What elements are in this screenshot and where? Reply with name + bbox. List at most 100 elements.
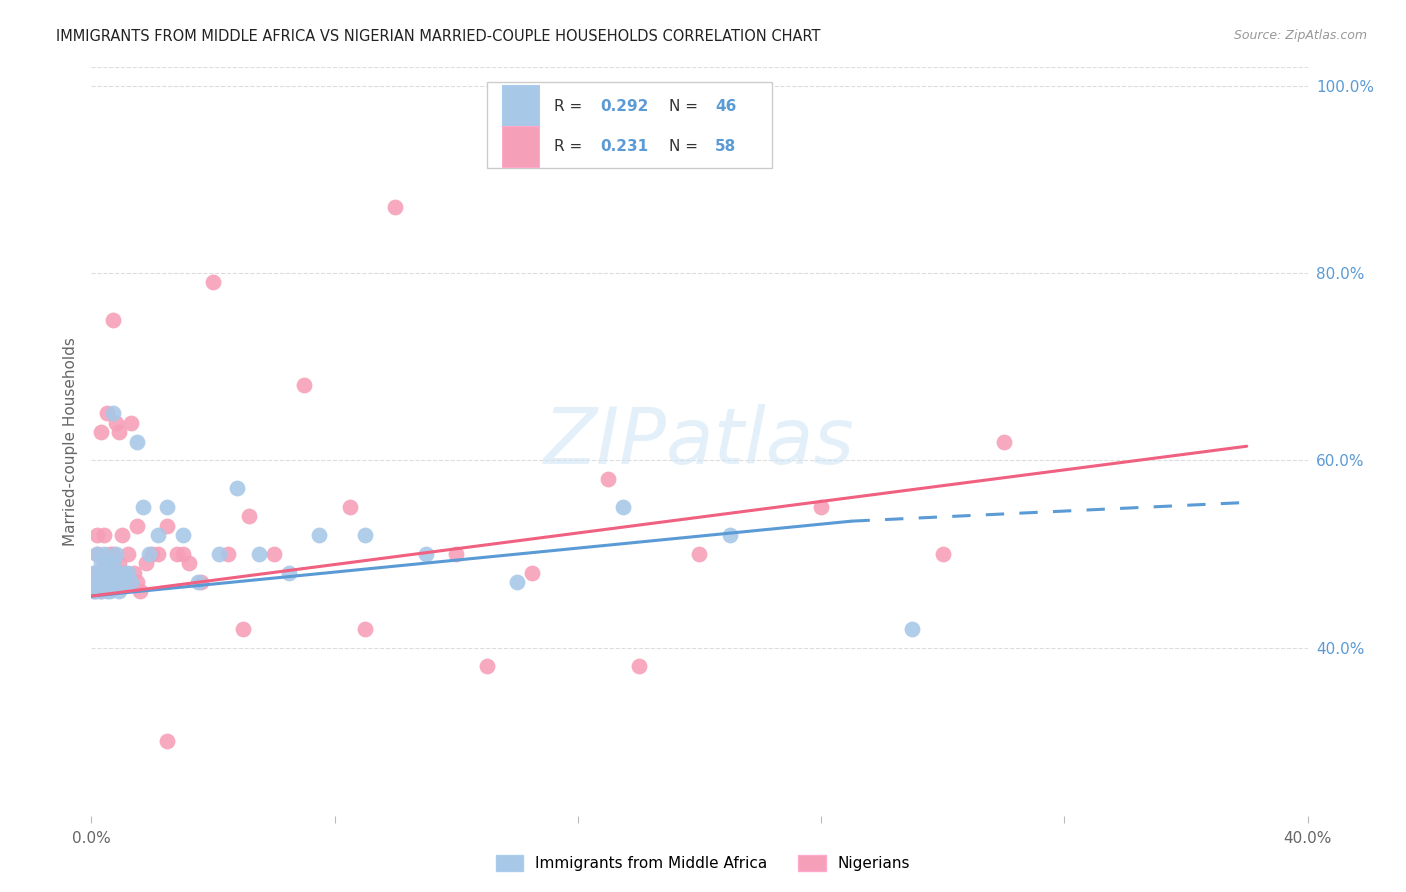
FancyBboxPatch shape — [502, 126, 538, 167]
Point — [354, 622, 377, 636]
Point — [101, 547, 124, 561]
Point — [238, 509, 260, 524]
Point — [104, 416, 127, 430]
Point — [166, 547, 188, 561]
Point — [93, 557, 115, 571]
Point — [612, 500, 634, 514]
Point — [232, 622, 254, 636]
Point — [226, 482, 249, 496]
Point — [177, 557, 200, 571]
Legend: Immigrants from Middle Africa, Nigerians: Immigrants from Middle Africa, Nigerians — [489, 849, 917, 877]
Point — [217, 547, 239, 561]
Point — [98, 566, 121, 580]
Point — [278, 566, 301, 580]
Point — [101, 407, 124, 421]
Point — [104, 547, 127, 561]
Point — [125, 575, 148, 590]
Point — [96, 575, 118, 590]
Point — [93, 528, 115, 542]
Point — [114, 566, 136, 580]
Point — [93, 547, 115, 561]
Point — [89, 557, 111, 571]
Point — [292, 378, 315, 392]
Point — [810, 500, 832, 514]
Point — [96, 584, 118, 599]
Point — [86, 528, 108, 542]
Point — [138, 547, 160, 561]
Point — [86, 575, 108, 590]
Point — [101, 575, 124, 590]
Point — [718, 528, 741, 542]
Point — [83, 566, 105, 580]
Point — [98, 547, 121, 561]
Point — [107, 557, 129, 571]
Point — [384, 201, 406, 215]
Point — [96, 407, 118, 421]
Point — [172, 528, 194, 542]
Text: N =: N = — [669, 139, 703, 154]
Point — [132, 500, 155, 514]
Point — [122, 566, 145, 580]
Point — [96, 557, 118, 571]
Point — [86, 575, 108, 590]
Point — [308, 528, 330, 542]
Point — [86, 547, 108, 561]
Point — [111, 575, 134, 590]
Point — [89, 566, 111, 580]
Point — [83, 584, 105, 599]
Point — [86, 547, 108, 561]
Point — [101, 313, 124, 327]
Point — [156, 500, 179, 514]
Text: N =: N = — [669, 98, 703, 113]
Point — [354, 528, 377, 542]
Text: ZIPatlas: ZIPatlas — [544, 403, 855, 480]
Point — [107, 575, 129, 590]
Point — [83, 566, 105, 580]
Text: IMMIGRANTS FROM MIDDLE AFRICA VS NIGERIAN MARRIED-COUPLE HOUSEHOLDS CORRELATION : IMMIGRANTS FROM MIDDLE AFRICA VS NIGERIA… — [56, 29, 821, 44]
FancyBboxPatch shape — [502, 86, 538, 127]
Point — [208, 547, 231, 561]
Point — [688, 547, 710, 561]
Point — [98, 584, 121, 599]
Point — [339, 500, 361, 514]
Point — [901, 622, 924, 636]
Point — [83, 584, 105, 599]
Point — [475, 659, 498, 673]
Point — [263, 547, 285, 561]
Point — [522, 566, 544, 580]
Point — [98, 575, 121, 590]
Point — [202, 275, 225, 289]
Point — [89, 584, 111, 599]
Point — [89, 584, 111, 599]
Point — [89, 575, 111, 590]
Point — [120, 575, 142, 590]
Point — [111, 566, 134, 580]
Point — [187, 575, 209, 590]
Point — [506, 575, 529, 590]
Point — [148, 528, 170, 542]
Text: Source: ZipAtlas.com: Source: ZipAtlas.com — [1233, 29, 1367, 42]
Y-axis label: Married-couple Households: Married-couple Households — [62, 337, 77, 546]
Point — [104, 575, 127, 590]
Point — [101, 557, 124, 571]
Point — [111, 528, 134, 542]
Point — [993, 434, 1015, 449]
Point — [93, 575, 115, 590]
Point — [627, 659, 650, 673]
Point — [114, 575, 136, 590]
Point — [98, 566, 121, 580]
Point — [96, 575, 118, 590]
Point — [148, 547, 170, 561]
Text: 46: 46 — [716, 98, 737, 113]
Text: 58: 58 — [716, 139, 737, 154]
Point — [190, 575, 212, 590]
Point — [156, 519, 179, 533]
Point — [141, 547, 163, 561]
Point — [415, 547, 437, 561]
Point — [172, 547, 194, 561]
Point — [444, 547, 467, 561]
Point — [86, 584, 108, 599]
Point — [156, 734, 179, 748]
Point — [93, 575, 115, 590]
Point — [120, 416, 142, 430]
